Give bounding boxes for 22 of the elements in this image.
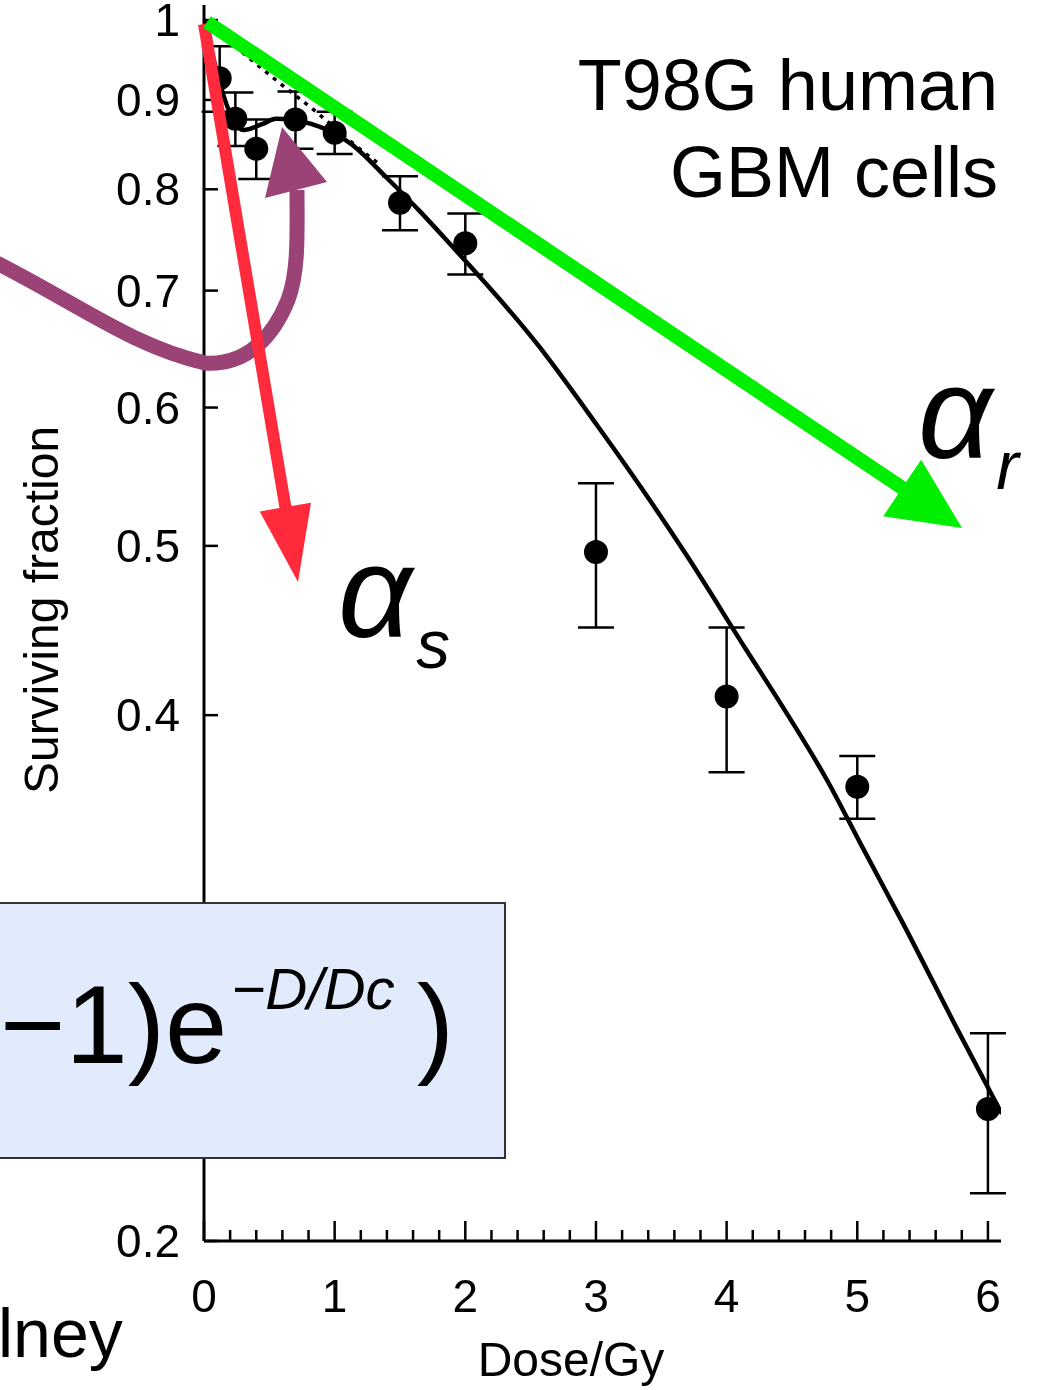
x-tick-label: 3 — [583, 1270, 609, 1322]
x-tick-label: 1 — [321, 1270, 348, 1322]
y-tick-label: 0.8 — [116, 163, 180, 216]
x-tick-label: 5 — [844, 1270, 871, 1322]
y-tick-label: 0.4 — [116, 689, 180, 742]
annotation: α$_{r}$ — [918, 340, 1022, 504]
annotation: α$_{s}$ — [338, 519, 450, 683]
y-tick-label: 0.5 — [116, 519, 180, 572]
text: T98G human GBM cells — [577, 45, 998, 212]
x-axis-title: Dose/Gy — [477, 1333, 665, 1386]
x-tick-label: 2 — [452, 1270, 479, 1322]
x-tick-label: 4 — [713, 1270, 740, 1322]
y-tick-label: 0.2 — [116, 1215, 180, 1268]
annotation: −1)e$^{−D/Dc}$) — [0, 956, 454, 1087]
y-tick-label: 0.9 — [116, 74, 180, 127]
y-axis-title: Surviving fraction — [14, 425, 68, 795]
y-tick-label: 0.7 — [116, 264, 180, 317]
y-tick-label: 0.6 — [116, 381, 180, 434]
y-tick-label: 1 — [154, 0, 180, 47]
text: lney — [0, 1295, 123, 1371]
x-tick-label: 6 — [975, 1270, 1001, 1322]
x-tick-label: 0 — [191, 1270, 217, 1322]
